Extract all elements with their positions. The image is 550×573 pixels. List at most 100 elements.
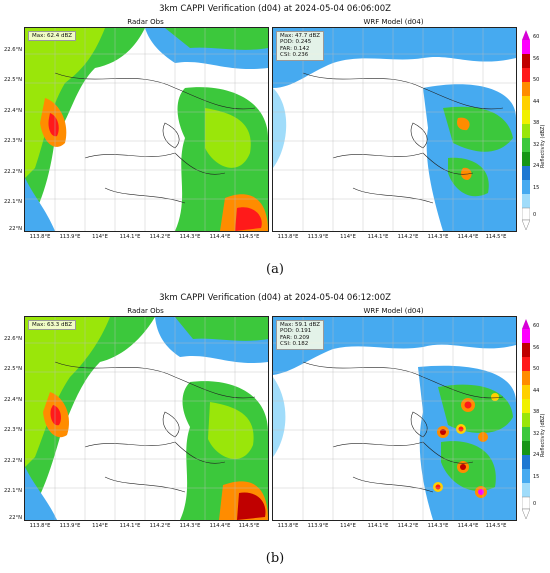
caption-a: (a) [266,262,284,277]
lat-tick: 22.4°N [3,108,22,114]
lon-tick: 114.3°E [179,523,201,529]
cbar-label: Reflectivity (dBZ) [540,413,546,457]
lat-tick: 22.1°N [3,199,22,205]
cbar-tick: 38 [533,120,540,126]
panel-b: 3km CAPPI Verification (d04) at 2024-05-… [0,289,550,573]
cbar-tick: 24 [533,163,540,169]
stat-csi: CSI: 0.182 [280,341,309,348]
stat-max: Max: 63.3 dBZ [32,322,72,328]
lat-tick: 22.1°N [3,488,22,494]
cbar-tick: 15 [533,185,540,191]
lat-tick: 22°N [8,515,22,521]
cbar-tick: 50 [533,77,540,83]
lat-tick: 22.3°N [3,138,22,144]
model-field [273,28,516,231]
cbar-tick: 38 [533,409,540,415]
model-field [273,317,516,520]
stat-pod: POD: 0.245 [280,39,312,46]
stat-far: FAR: 0.142 [280,45,310,52]
lon-tick: 114°E [92,523,108,529]
radar-field [25,317,268,520]
lat-tick: 22.5°N [3,366,22,372]
lon-tick: 114.5°E [238,234,260,240]
lat-tick: 22.5°N [3,77,22,83]
cbar-tick: 56 [533,56,540,62]
lat-tick: 22°N [8,226,22,232]
lon-tick: 113.8°E [277,523,299,529]
radar-stats-box: Max: 62.4 dBZ [28,31,76,42]
cbar-tick: 44 [533,388,540,394]
lat-tick: 22.3°N [3,427,22,433]
wrf-model-map: Max: 59.1 dBZ POD: 0.191 FAR: 0.209 CSI:… [272,316,517,521]
lon-tick: 114.3°E [179,234,201,240]
lon-tick: 114°E [340,234,356,240]
cbar-tick: 60 [533,34,540,40]
lat-tick: 22.6°N [3,336,22,342]
stat-pod: POD: 0.191 [280,328,312,335]
cbar-tick: 15 [533,474,540,480]
lat-tick: 22.2°N [3,169,22,175]
lon-tick: 114.3°E [427,234,449,240]
cbar-tick: 44 [533,99,540,105]
lon-tick: 113.8°E [29,234,51,240]
wrf-model-map: Max: 47.7 dBZ POD: 0.245 FAR: 0.142 CSI:… [272,27,517,232]
lon-tick: 114°E [92,234,108,240]
panel-title: 3km CAPPI Verification (d04) at 2024-05-… [159,4,391,14]
lon-tick: 114.2°E [149,234,171,240]
lon-tick: 113.9°E [59,234,81,240]
panel-title: 3km CAPPI Verification (d04) at 2024-05-… [159,293,391,303]
lat-tick: 22.6°N [3,47,22,53]
lon-tick: 114.4°E [209,234,231,240]
right-subtitle: WRF Model (d04) [363,307,424,315]
lon-tick: 114.2°E [397,523,419,529]
right-subtitle: WRF Model (d04) [363,18,424,26]
cbar-tick: 32 [533,431,540,437]
lon-tick: 114.4°E [209,523,231,529]
lon-tick: 114.2°E [149,523,171,529]
cbar-tick: 24 [533,452,540,458]
cbar-label: Reflectivity (dBZ) [540,124,546,168]
lon-tick: 114.4°E [457,523,479,529]
radar-obs-map: Max: 62.4 dBZ [24,27,269,232]
radar-stats-box: Max: 63.3 dBZ [28,320,76,331]
lon-tick: 113.8°E [277,234,299,240]
lon-tick: 114.1°E [119,523,141,529]
lon-tick: 114.2°E [397,234,419,240]
model-stats-box: Max: 59.1 dBZ POD: 0.191 FAR: 0.209 CSI:… [276,320,324,350]
cbar-tick: 32 [533,142,540,148]
lon-tick: 114°E [340,523,356,529]
stat-csi: CSI: 0.236 [280,52,309,59]
lon-tick: 113.9°E [59,523,81,529]
lon-tick: 113.9°E [307,234,329,240]
stat-max: Max: 47.7 dBZ [280,33,320,39]
left-subtitle: Radar Obs [127,18,164,26]
lon-tick: 114.1°E [367,523,389,529]
stat-max: Max: 59.1 dBZ [280,322,320,328]
radar-obs-map: Max: 63.3 dBZ [24,316,269,521]
lon-tick: 114.1°E [119,234,141,240]
cbar-tick: 60 [533,323,540,329]
colorbar [522,319,530,519]
model-stats-box: Max: 47.7 dBZ POD: 0.245 FAR: 0.142 CSI:… [276,31,324,61]
lon-tick: 114.5°E [485,234,507,240]
caption-b: (b) [265,551,285,566]
stat-far: FAR: 0.209 [280,334,310,341]
panel-a: 3km CAPPI Verification (d04) at 2024-05-… [3,4,546,277]
cbar-tick: 50 [533,366,540,372]
lon-tick: 113.9°E [307,523,329,529]
radar-field [25,28,268,231]
cbar-tick: 56 [533,345,540,351]
colorbar [522,30,530,230]
lon-tick: 114.5°E [238,523,260,529]
lon-tick: 114.4°E [457,234,479,240]
lon-tick: 114.5°E [485,523,507,529]
lon-tick: 113.8°E [29,523,51,529]
lat-tick: 22.4°N [3,397,22,403]
cbar-tick: 0 [533,212,537,218]
left-subtitle: Radar Obs [127,307,164,315]
cbar-tick: 0 [533,501,537,507]
stat-max: Max: 62.4 dBZ [32,33,72,39]
lon-tick: 114.3°E [427,523,449,529]
lat-tick: 22.2°N [3,458,22,464]
lon-tick: 114.1°E [367,234,389,240]
